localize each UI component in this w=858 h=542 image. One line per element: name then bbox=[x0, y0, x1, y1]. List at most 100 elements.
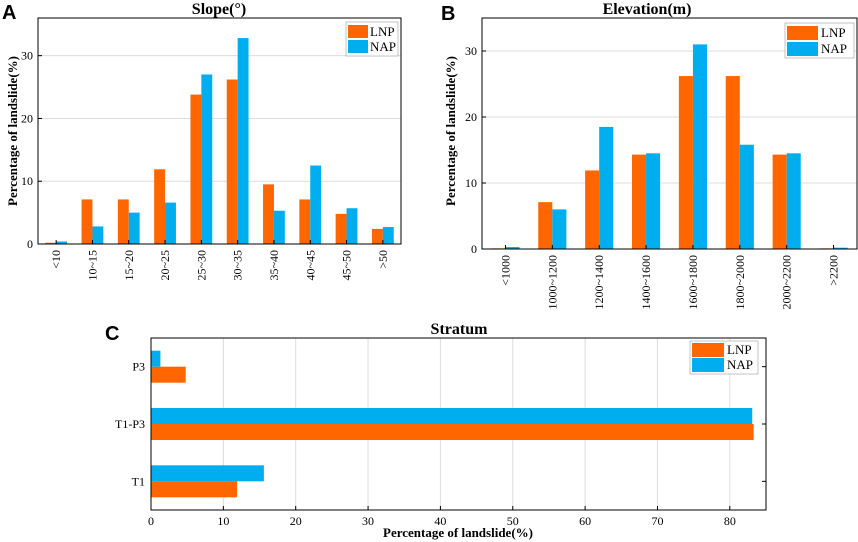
panel-a-xtick-label: 25~30 bbox=[194, 250, 208, 281]
panel-a-legend-swatch-nap bbox=[348, 40, 368, 53]
panel-a-ytick-label: 10 bbox=[21, 174, 33, 188]
panel-b-bar-nap bbox=[739, 144, 754, 249]
panel-b: B Elevation(m) Percentage of landslide(%… bbox=[441, 1, 858, 310]
panel-a-xtick-label: 45~50 bbox=[340, 250, 354, 281]
panel-b-bars bbox=[491, 44, 848, 250]
panel-b-letter: B bbox=[441, 3, 455, 25]
panel-c-bar-lnp bbox=[151, 366, 186, 383]
panel-c-xtick-label: 0 bbox=[148, 514, 154, 528]
panel-a-bar-lnp bbox=[299, 199, 311, 244]
panel-c-title: Stratum bbox=[431, 321, 489, 338]
panel-a-xtick-label: 30~35 bbox=[231, 250, 245, 281]
panel-b-bar-lnp bbox=[632, 154, 647, 249]
panel-c-legend: LNP NAP bbox=[689, 340, 759, 375]
panel-c-ytick-label: T1-P3 bbox=[115, 417, 145, 431]
panel-a-ytick-label: 30 bbox=[21, 49, 33, 63]
panel-a-bar-nap bbox=[273, 210, 285, 244]
panel-c-ytick-label: T1 bbox=[132, 474, 145, 488]
panel-a-yticks: 0 10 20 30 bbox=[21, 49, 42, 251]
panel-b-bar-nap bbox=[692, 44, 707, 250]
panel-b-ytick-label: 10 bbox=[465, 176, 477, 190]
panel-b-bar-lnp bbox=[772, 154, 787, 249]
panel-c-letter: C bbox=[105, 323, 119, 345]
panel-c-bar-nap bbox=[151, 350, 161, 367]
panel-b-bar-lnp bbox=[678, 76, 693, 249]
panel-a-legend-swatch-lnp bbox=[348, 25, 368, 38]
panel-a-bar-nap bbox=[346, 208, 358, 244]
panel-a-bar-lnp bbox=[263, 184, 274, 244]
panel-b-legend-swatch-lnp bbox=[787, 26, 818, 40]
panel-a-bar-nap bbox=[92, 226, 104, 244]
panel-c-xtick-label: 30 bbox=[362, 514, 374, 528]
panel-b-legend-label-lnp: LNP bbox=[821, 25, 846, 40]
panel-c-xtick-label: 80 bbox=[724, 514, 736, 528]
panel-b-bar-nap bbox=[552, 209, 567, 249]
panel-a-bar-nap bbox=[56, 241, 68, 244]
panel-a-xtick-label: <10 bbox=[49, 250, 63, 269]
panel-c: C Stratum Percentage of landslide(%) 0 10… bbox=[105, 321, 767, 540]
panel-a-bars bbox=[45, 38, 394, 245]
panel-b-xtick-label: 1000~1200 bbox=[545, 255, 559, 310]
panel-c-xtick-label: 20 bbox=[290, 514, 302, 528]
panel-a-bar-lnp bbox=[335, 213, 347, 244]
panel-b-bar-lnp bbox=[538, 202, 553, 249]
panel-c-bar-lnp bbox=[151, 481, 238, 498]
panel-a-frame bbox=[37, 17, 402, 245]
panel-b-xticks: <1000 1000~1200 1200~1400 1400~1600 1600~180… bbox=[498, 245, 841, 310]
panel-b-xtick-label: 2000~2200 bbox=[780, 255, 794, 310]
panel-b-xtick-label: <1000 bbox=[498, 255, 512, 286]
panel-a-bar-lnp bbox=[371, 228, 383, 244]
panel-a-bar-lnp bbox=[226, 79, 238, 245]
panel-b-ylabel: Percentage of landslide(%) bbox=[443, 56, 458, 206]
panel-a-xtick-label: >50 bbox=[376, 250, 390, 269]
panel-b-ytick-label: 20 bbox=[465, 110, 477, 124]
panel-a-legend: LNP NAP bbox=[345, 21, 399, 57]
panel-c-legend-swatch-lnp bbox=[692, 343, 724, 357]
panel-b-xtick-label: 1800~2000 bbox=[733, 255, 747, 310]
panel-c-legend-swatch-nap bbox=[692, 358, 724, 372]
panel-b-ytick-label: 30 bbox=[465, 44, 477, 58]
panel-c-xlabel: Percentage of landslide(%) bbox=[383, 525, 533, 540]
panel-b-xtick-label: 1600~1800 bbox=[686, 255, 700, 310]
panel-a-bar-lnp bbox=[117, 199, 129, 244]
panel-a-bar-lnp bbox=[81, 199, 93, 244]
panel-c-ytick-label: P3 bbox=[132, 360, 145, 374]
panel-a-xtick-label: 35~40 bbox=[267, 250, 281, 281]
panel-c-xtick-label: 60 bbox=[579, 514, 591, 528]
panel-c-bars bbox=[151, 350, 754, 498]
panel-b-bar-nap bbox=[786, 153, 801, 249]
panel-a-xtick-label: 20~25 bbox=[158, 250, 172, 281]
panel-b-bar-nap bbox=[833, 247, 848, 249]
panel-b-bar-nap bbox=[599, 126, 614, 249]
panel-c-xtick-label: 10 bbox=[217, 514, 229, 528]
panel-a-xtick-label: 40~45 bbox=[303, 250, 317, 281]
panel-b-legend-label-nap: NAP bbox=[821, 41, 847, 56]
panel-a-letter: A bbox=[2, 2, 16, 24]
panel-a: A Slope(°) Percentage of landslide(%) 0 1… bbox=[2, 1, 402, 281]
panel-a-title: Slope(°) bbox=[192, 1, 246, 18]
panel-c-bar-nap bbox=[151, 465, 264, 482]
panel-c-xtick-label: 40 bbox=[434, 514, 446, 528]
panel-a-bar-lnp bbox=[154, 169, 166, 244]
panel-a-bar-lnp bbox=[45, 242, 57, 244]
panel-b-title: Elevation(m) bbox=[603, 1, 692, 18]
panel-c-bar-nap bbox=[151, 408, 753, 424]
panel-c-xtick-label: 50 bbox=[507, 514, 519, 528]
panel-b-xtick-label: 1200~1400 bbox=[592, 255, 606, 310]
panel-a-bar-nap bbox=[165, 202, 176, 244]
panel-a-ytick-label: 20 bbox=[21, 111, 33, 125]
panel-c-xtick-label: 70 bbox=[651, 514, 663, 528]
panel-a-bar-nap bbox=[201, 74, 213, 244]
panel-c-yticks: T1 T1-P3 P3 bbox=[115, 360, 766, 488]
panel-b-frame bbox=[481, 17, 858, 250]
panel-b-bar-nap bbox=[505, 247, 520, 249]
panel-b-xtick-label: 1400~1600 bbox=[639, 255, 653, 310]
panel-b-yticks: 0 10 20 30 bbox=[465, 44, 486, 256]
panel-b-legend: LNP NAP bbox=[784, 22, 855, 59]
panel-b-bar-lnp bbox=[585, 170, 600, 249]
panel-a-bar-nap bbox=[128, 212, 140, 244]
panel-c-bar-lnp bbox=[151, 424, 754, 440]
panel-b-bar-lnp bbox=[725, 76, 740, 249]
panel-a-ylabel: Percentage of landslide(%) bbox=[5, 56, 20, 206]
